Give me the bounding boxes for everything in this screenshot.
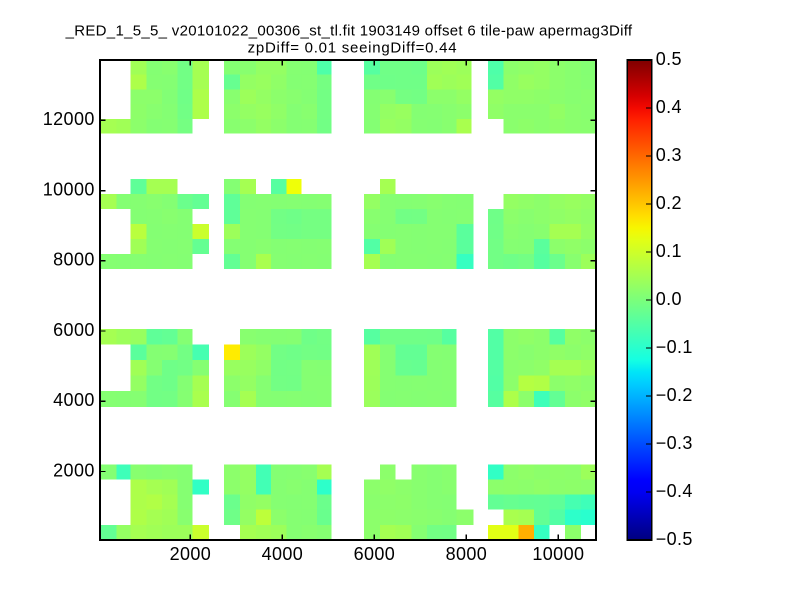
svg-text:0.4: 0.4: [656, 97, 682, 117]
svg-text:8000: 8000: [446, 544, 488, 564]
svg-text:−0.5: −0.5: [656, 529, 693, 549]
svg-text:0.2: 0.2: [656, 193, 682, 213]
svg-text:12000: 12000: [43, 109, 95, 129]
svg-text:−0.1: −0.1: [656, 337, 693, 357]
svg-text:−0.4: −0.4: [656, 481, 693, 501]
svg-text:2000: 2000: [170, 544, 212, 564]
svg-text:6000: 6000: [53, 320, 95, 340]
svg-text:_RED_1_5_5_ v20101022_00306_st: _RED_1_5_5_ v20101022_00306_st_tl.fit 19…: [65, 22, 633, 39]
svg-text:8000: 8000: [53, 250, 95, 270]
svg-text:4000: 4000: [262, 544, 304, 564]
svg-text:0.1: 0.1: [656, 241, 682, 261]
svg-text:0.5: 0.5: [656, 49, 682, 69]
svg-text:10000: 10000: [532, 544, 584, 564]
svg-text:2000: 2000: [53, 460, 95, 480]
svg-text:0.3: 0.3: [656, 145, 682, 165]
svg-text:4000: 4000: [53, 390, 95, 410]
svg-text:10000: 10000: [43, 180, 95, 200]
svg-text:−0.3: −0.3: [656, 433, 693, 453]
svg-text:zpDiff= 0.01 seeingDiff=0.44: zpDiff= 0.01 seeingDiff=0.44: [248, 39, 458, 56]
svg-text:−0.2: −0.2: [656, 385, 693, 405]
svg-text:0.0: 0.0: [656, 289, 682, 309]
svg-text:6000: 6000: [354, 544, 396, 564]
